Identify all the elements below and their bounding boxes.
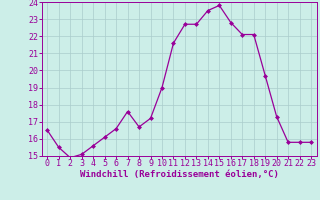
X-axis label: Windchill (Refroidissement éolien,°C): Windchill (Refroidissement éolien,°C): [80, 170, 279, 179]
